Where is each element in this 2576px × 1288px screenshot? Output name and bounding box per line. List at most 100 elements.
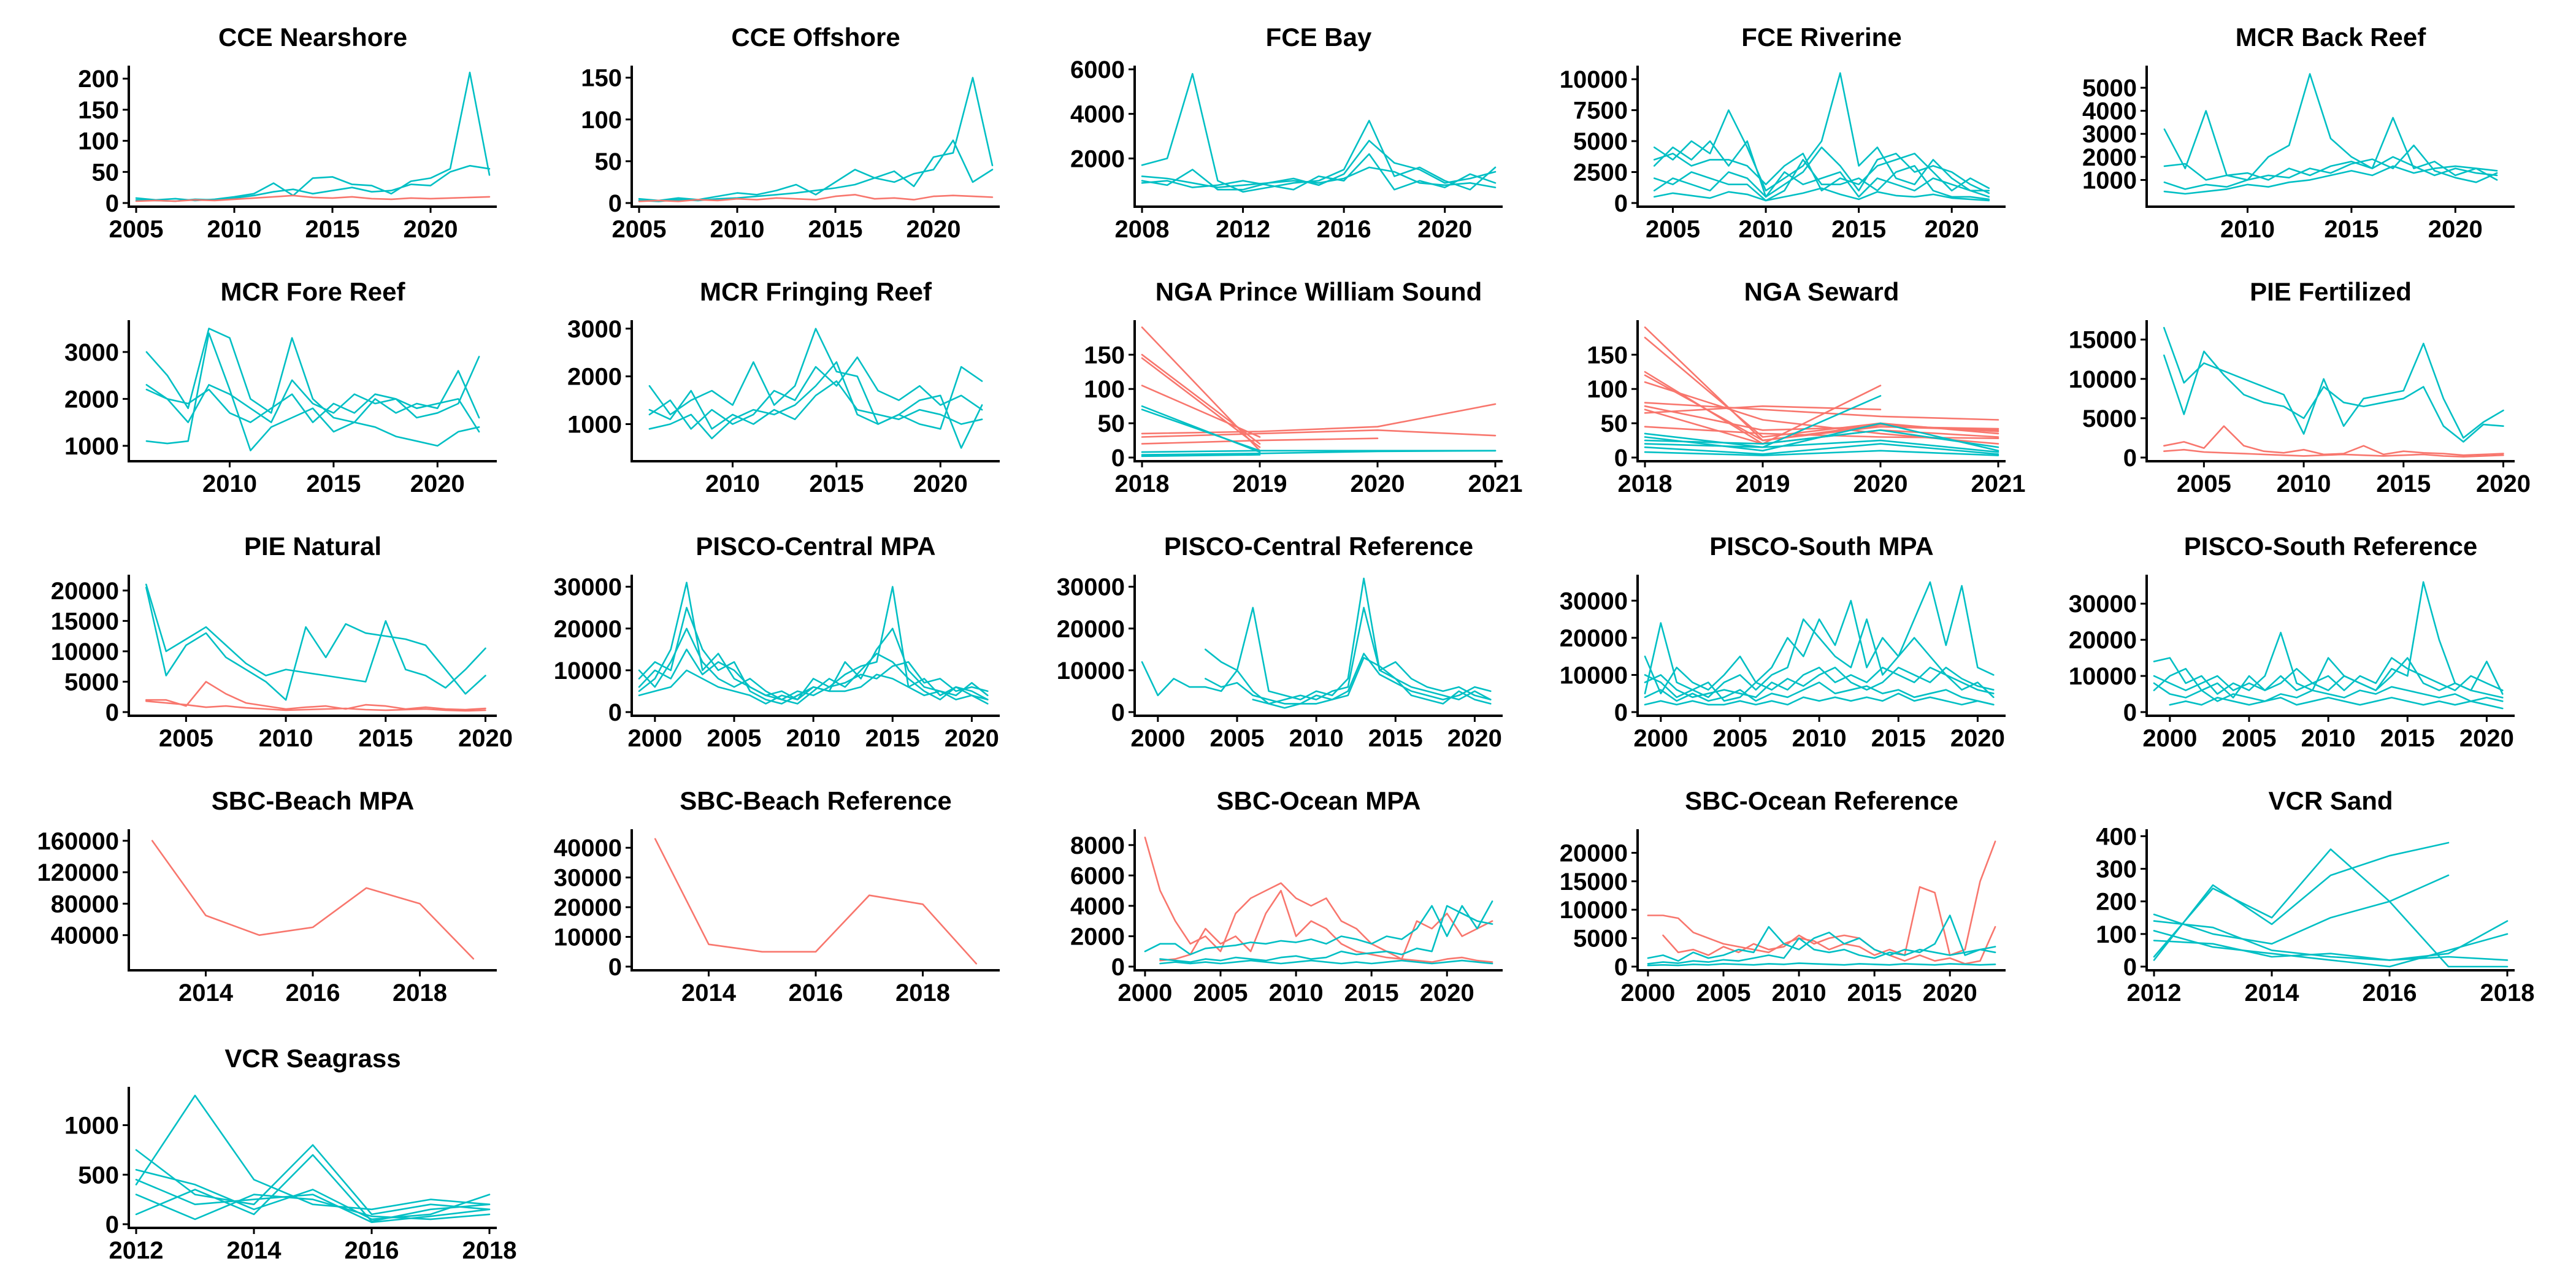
y-tick-label: 20000 (554, 894, 622, 921)
y-tick-label: 20000 (1057, 616, 1125, 643)
series-line-teal (1252, 657, 1492, 709)
series-line-teal (135, 1154, 491, 1222)
panel-title: MCR Fringing Reef (700, 277, 932, 306)
panel-series-group (2163, 73, 2498, 195)
series-line-teal (135, 1144, 491, 1216)
y-tick-label: 0 (1614, 190, 1628, 217)
series-line-teal (1141, 450, 1497, 456)
y-tick-label: 20000 (2069, 627, 2137, 654)
y-tick-label: 20000 (554, 616, 622, 643)
y-tick-label: 6000 (1070, 862, 1125, 889)
series-line-teal (1653, 153, 1990, 192)
panel-series-group (638, 77, 994, 202)
x-tick-label: 2015 (1847, 979, 1902, 1006)
series-line-teal (1141, 140, 1497, 191)
x-tick-label: 2005 (707, 725, 761, 752)
x-tick-label: 2010 (2301, 725, 2356, 752)
x-tick-label: 2012 (109, 1237, 164, 1264)
x-tick-label: 2015 (2376, 470, 2431, 497)
panel-title: NGA Prince William Sound (1156, 277, 1482, 306)
series-line-teal (1653, 72, 1990, 192)
y-tick-label: 5000 (2082, 405, 2137, 432)
y-tick-label: 500 (78, 1162, 119, 1189)
y-tick-label: 50 (1601, 410, 1628, 437)
x-tick-label: 2019 (1233, 470, 1287, 497)
x-tick-label: 2020 (2476, 470, 2531, 497)
x-tick-label: 2015 (1344, 979, 1399, 1006)
y-tick-label: 30000 (1057, 574, 1125, 601)
series-line-teal (2163, 327, 2504, 439)
y-tick-label: 0 (608, 190, 622, 217)
series-line-teal (1653, 159, 1990, 202)
y-tick-label: 40000 (554, 835, 622, 862)
series-line-teal (1159, 905, 1493, 963)
x-tick-label: 2018 (1618, 470, 1673, 497)
series-line-teal (1647, 937, 1996, 965)
x-tick-label: 2010 (1739, 216, 1793, 243)
x-tick-label: 2010 (259, 725, 313, 752)
x-tick-label: 2015 (2324, 216, 2379, 243)
series-line-red (1141, 437, 1379, 445)
series-line-teal (2153, 874, 2450, 945)
x-tick-label: 2005 (1696, 979, 1751, 1006)
x-tick-label: 2020 (1925, 216, 1979, 243)
y-tick-label: 7500 (1573, 98, 1628, 125)
panel-title: PISCO-Central MPA (696, 532, 935, 561)
x-tick-label: 2020 (1950, 725, 2005, 752)
x-tick-label: 2014 (681, 979, 737, 1006)
x-tick-label: 2010 (2277, 470, 2331, 497)
x-tick-label: 2014 (178, 979, 234, 1006)
y-tick-label: 0 (608, 699, 622, 726)
series-line-teal (1141, 166, 1497, 188)
y-tick-label: 10000 (1057, 657, 1125, 684)
series-line-teal (2163, 350, 2504, 443)
y-tick-label: 10000 (51, 638, 119, 665)
panel-series-group (145, 328, 480, 451)
series-line-teal (1205, 653, 1492, 705)
y-tick-label: 15000 (2069, 327, 2137, 354)
series-line-teal (2163, 165, 2498, 195)
y-tick-label: 160000 (37, 828, 119, 855)
panel-series-group (2163, 327, 2504, 458)
y-tick-label: 300 (2096, 856, 2137, 883)
y-tick-label: 10000 (1560, 897, 1628, 924)
panel-title: FCE Riverine (1741, 23, 1901, 52)
series-line-teal (2153, 930, 2509, 968)
x-tick-label: 2000 (627, 725, 682, 752)
x-tick-label: 2000 (1633, 725, 1688, 752)
y-tick-label: 2500 (1573, 159, 1628, 186)
y-tick-label: 2000 (1070, 923, 1125, 950)
panel-title: NGA Seward (1744, 277, 1899, 306)
x-tick-label: 2018 (895, 979, 950, 1006)
x-tick-label: 2018 (393, 979, 447, 1006)
panel-series-group (151, 840, 475, 960)
series-line-teal (1653, 187, 1990, 202)
x-tick-label: 2010 (2220, 216, 2275, 243)
y-tick-label: 150 (1084, 342, 1125, 369)
series-line-red (1144, 837, 1493, 960)
series-line-teal (1141, 577, 1492, 700)
series-line-teal (145, 583, 486, 689)
y-tick-label: 15000 (51, 608, 119, 635)
x-tick-label: 2005 (1209, 725, 1264, 752)
x-tick-label: 2020 (2459, 725, 2514, 752)
y-tick-label: 5000 (64, 669, 119, 696)
series-line-teal (1644, 450, 1999, 456)
y-tick-label: 0 (105, 1211, 119, 1238)
series-line-teal (1141, 73, 1497, 193)
x-tick-label: 2015 (808, 216, 863, 243)
facet-panel: CCE Offshore 0 50 100 150 2005 2010 2015 2020 (581, 23, 1000, 243)
y-tick-label: 150 (1587, 342, 1628, 369)
y-tick-label: 0 (1614, 954, 1628, 981)
y-tick-label: 200 (2096, 889, 2137, 916)
y-tick-label: 2000 (64, 386, 119, 413)
facet-panel: VCR Sand 0 100 200 300 400 2012 2014 2016 2018 (2096, 786, 2534, 1006)
x-tick-label: 2016 (286, 979, 340, 1006)
series-line-teal (145, 332, 480, 451)
x-tick-label: 2010 (705, 470, 760, 497)
x-tick-label: 2016 (2363, 979, 2417, 1006)
y-tick-label: 100 (1084, 376, 1125, 403)
facet-panel: NGA Prince William Sound 0 50 100 150 2018 201… (1084, 277, 1522, 497)
series-line-red (1159, 889, 1493, 963)
x-tick-label: 2016 (1317, 216, 1371, 243)
